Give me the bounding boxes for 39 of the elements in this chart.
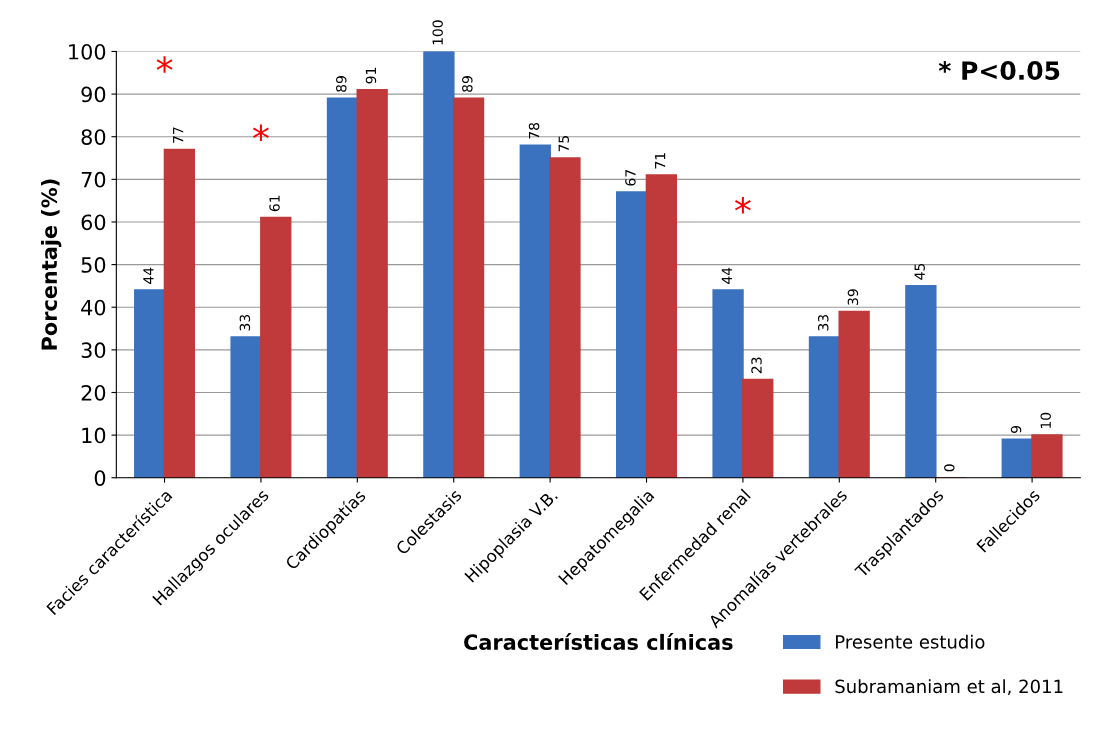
data-label: 44 xyxy=(143,267,154,284)
y-tick-label: 20 xyxy=(81,384,106,401)
data-label: 45 xyxy=(914,263,925,280)
y-tick-label: 70 xyxy=(81,171,106,188)
data-label: 33 xyxy=(239,314,251,331)
data-label: 89 xyxy=(336,76,347,92)
legend-label: Presente estudio xyxy=(836,634,985,649)
annotation: * P<0.05 xyxy=(938,61,1060,81)
y-tick-label: 90 xyxy=(81,86,106,103)
annotation: * xyxy=(156,56,173,73)
y-tick-label: 0 xyxy=(94,470,106,486)
data-label: 100 xyxy=(432,20,443,45)
annotation: * xyxy=(252,124,269,141)
data-label: 0 xyxy=(944,464,955,472)
data-label: 77 xyxy=(173,127,184,143)
data-label: 78 xyxy=(528,122,540,139)
legend-label: Subramaniam et al, 2011 xyxy=(835,679,1063,696)
y-tick-label: 40 xyxy=(81,299,106,316)
data-label: 33 xyxy=(818,314,829,331)
annotation: * xyxy=(734,196,751,214)
data-label: 44 xyxy=(721,267,732,284)
data-label: 61 xyxy=(269,195,280,212)
data-label: 23 xyxy=(751,357,762,374)
data-label: 39 xyxy=(847,289,859,305)
y-tick-label: 100 xyxy=(69,43,106,60)
data-label: 91 xyxy=(365,67,377,84)
y-tick-label: 10 xyxy=(82,427,106,444)
y-tick-label: 60 xyxy=(81,214,106,231)
y-tick-label: 30 xyxy=(81,342,106,359)
x-axis-title: Características clínicas xyxy=(464,633,733,651)
y-axis-title: Porcentaje (%) xyxy=(40,179,62,350)
y-tick-label: 50 xyxy=(81,257,106,273)
data-label: 67 xyxy=(625,170,636,186)
data-label: 10 xyxy=(1040,412,1051,429)
data-label: 89 xyxy=(462,76,473,92)
data-label: 71 xyxy=(655,153,666,169)
data-label: 9 xyxy=(1010,425,1022,433)
data-label: 75 xyxy=(558,136,569,152)
y-tick-label: 80 xyxy=(81,129,106,145)
